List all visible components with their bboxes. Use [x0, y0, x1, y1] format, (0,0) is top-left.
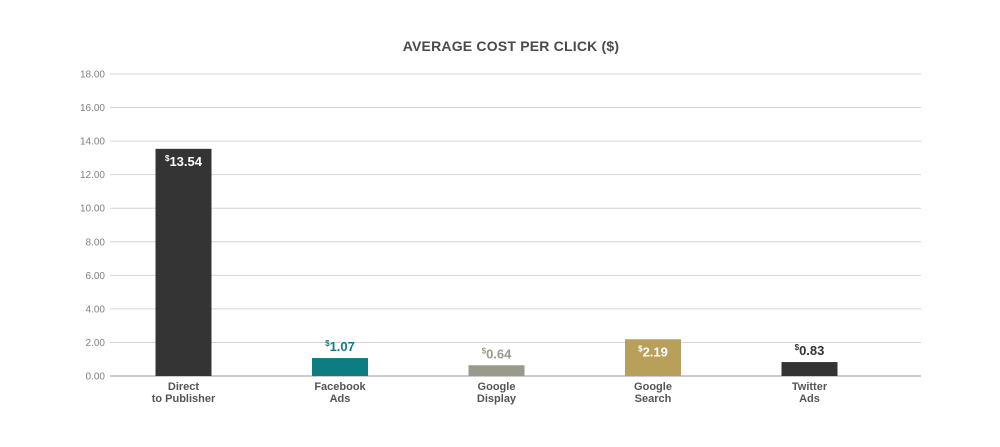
x-category-label: Direct	[168, 381, 200, 393]
gridlines	[110, 73, 921, 377]
y-tick-label: 10.00	[80, 204, 105, 215]
y-tick-label: 4.00	[86, 304, 106, 315]
bar	[468, 365, 525, 376]
chart-title: AVERAGE COST PER CLICK ($)	[402, 38, 620, 54]
y-tick-label: 14.00	[80, 137, 105, 148]
x-category-label: Ads	[799, 393, 820, 405]
y-tick-label: 18.00	[80, 70, 105, 81]
value-label: $13.54	[165, 154, 203, 169]
x-category-label: Ads	[330, 393, 351, 405]
value-label: $1.07	[325, 339, 355, 354]
value-label: $0.64	[482, 346, 513, 361]
bar	[312, 358, 368, 376]
y-tick-label: 2.00	[86, 338, 106, 349]
bar	[155, 148, 212, 376]
x-category-label: Search	[635, 393, 672, 405]
bars	[155, 148, 838, 376]
value-label: $2.19	[638, 344, 668, 359]
y-tick-label: 8.00	[86, 237, 106, 248]
bar	[625, 339, 681, 376]
y-tick-label: 12.00	[80, 170, 105, 181]
y-tick-label: 6.00	[86, 271, 106, 282]
y-tick-label: 0.00	[86, 372, 106, 383]
x-category-label: Display	[477, 393, 517, 405]
x-category-label: to Publisher	[152, 393, 216, 405]
y-axis-ticks: 0.00 2.00 4.00 6.00 8.00 10.00 12.00 14.00 16.00…	[80, 70, 105, 383]
bar	[781, 362, 838, 376]
x-category-label: Google	[478, 381, 516, 393]
x-category-label: Twitter	[792, 381, 828, 393]
y-tick-label: 16.00	[80, 103, 105, 114]
value-label: $0.83	[795, 343, 825, 358]
x-category-label: Google	[634, 381, 672, 393]
x-category-label: Facebook	[314, 381, 366, 393]
